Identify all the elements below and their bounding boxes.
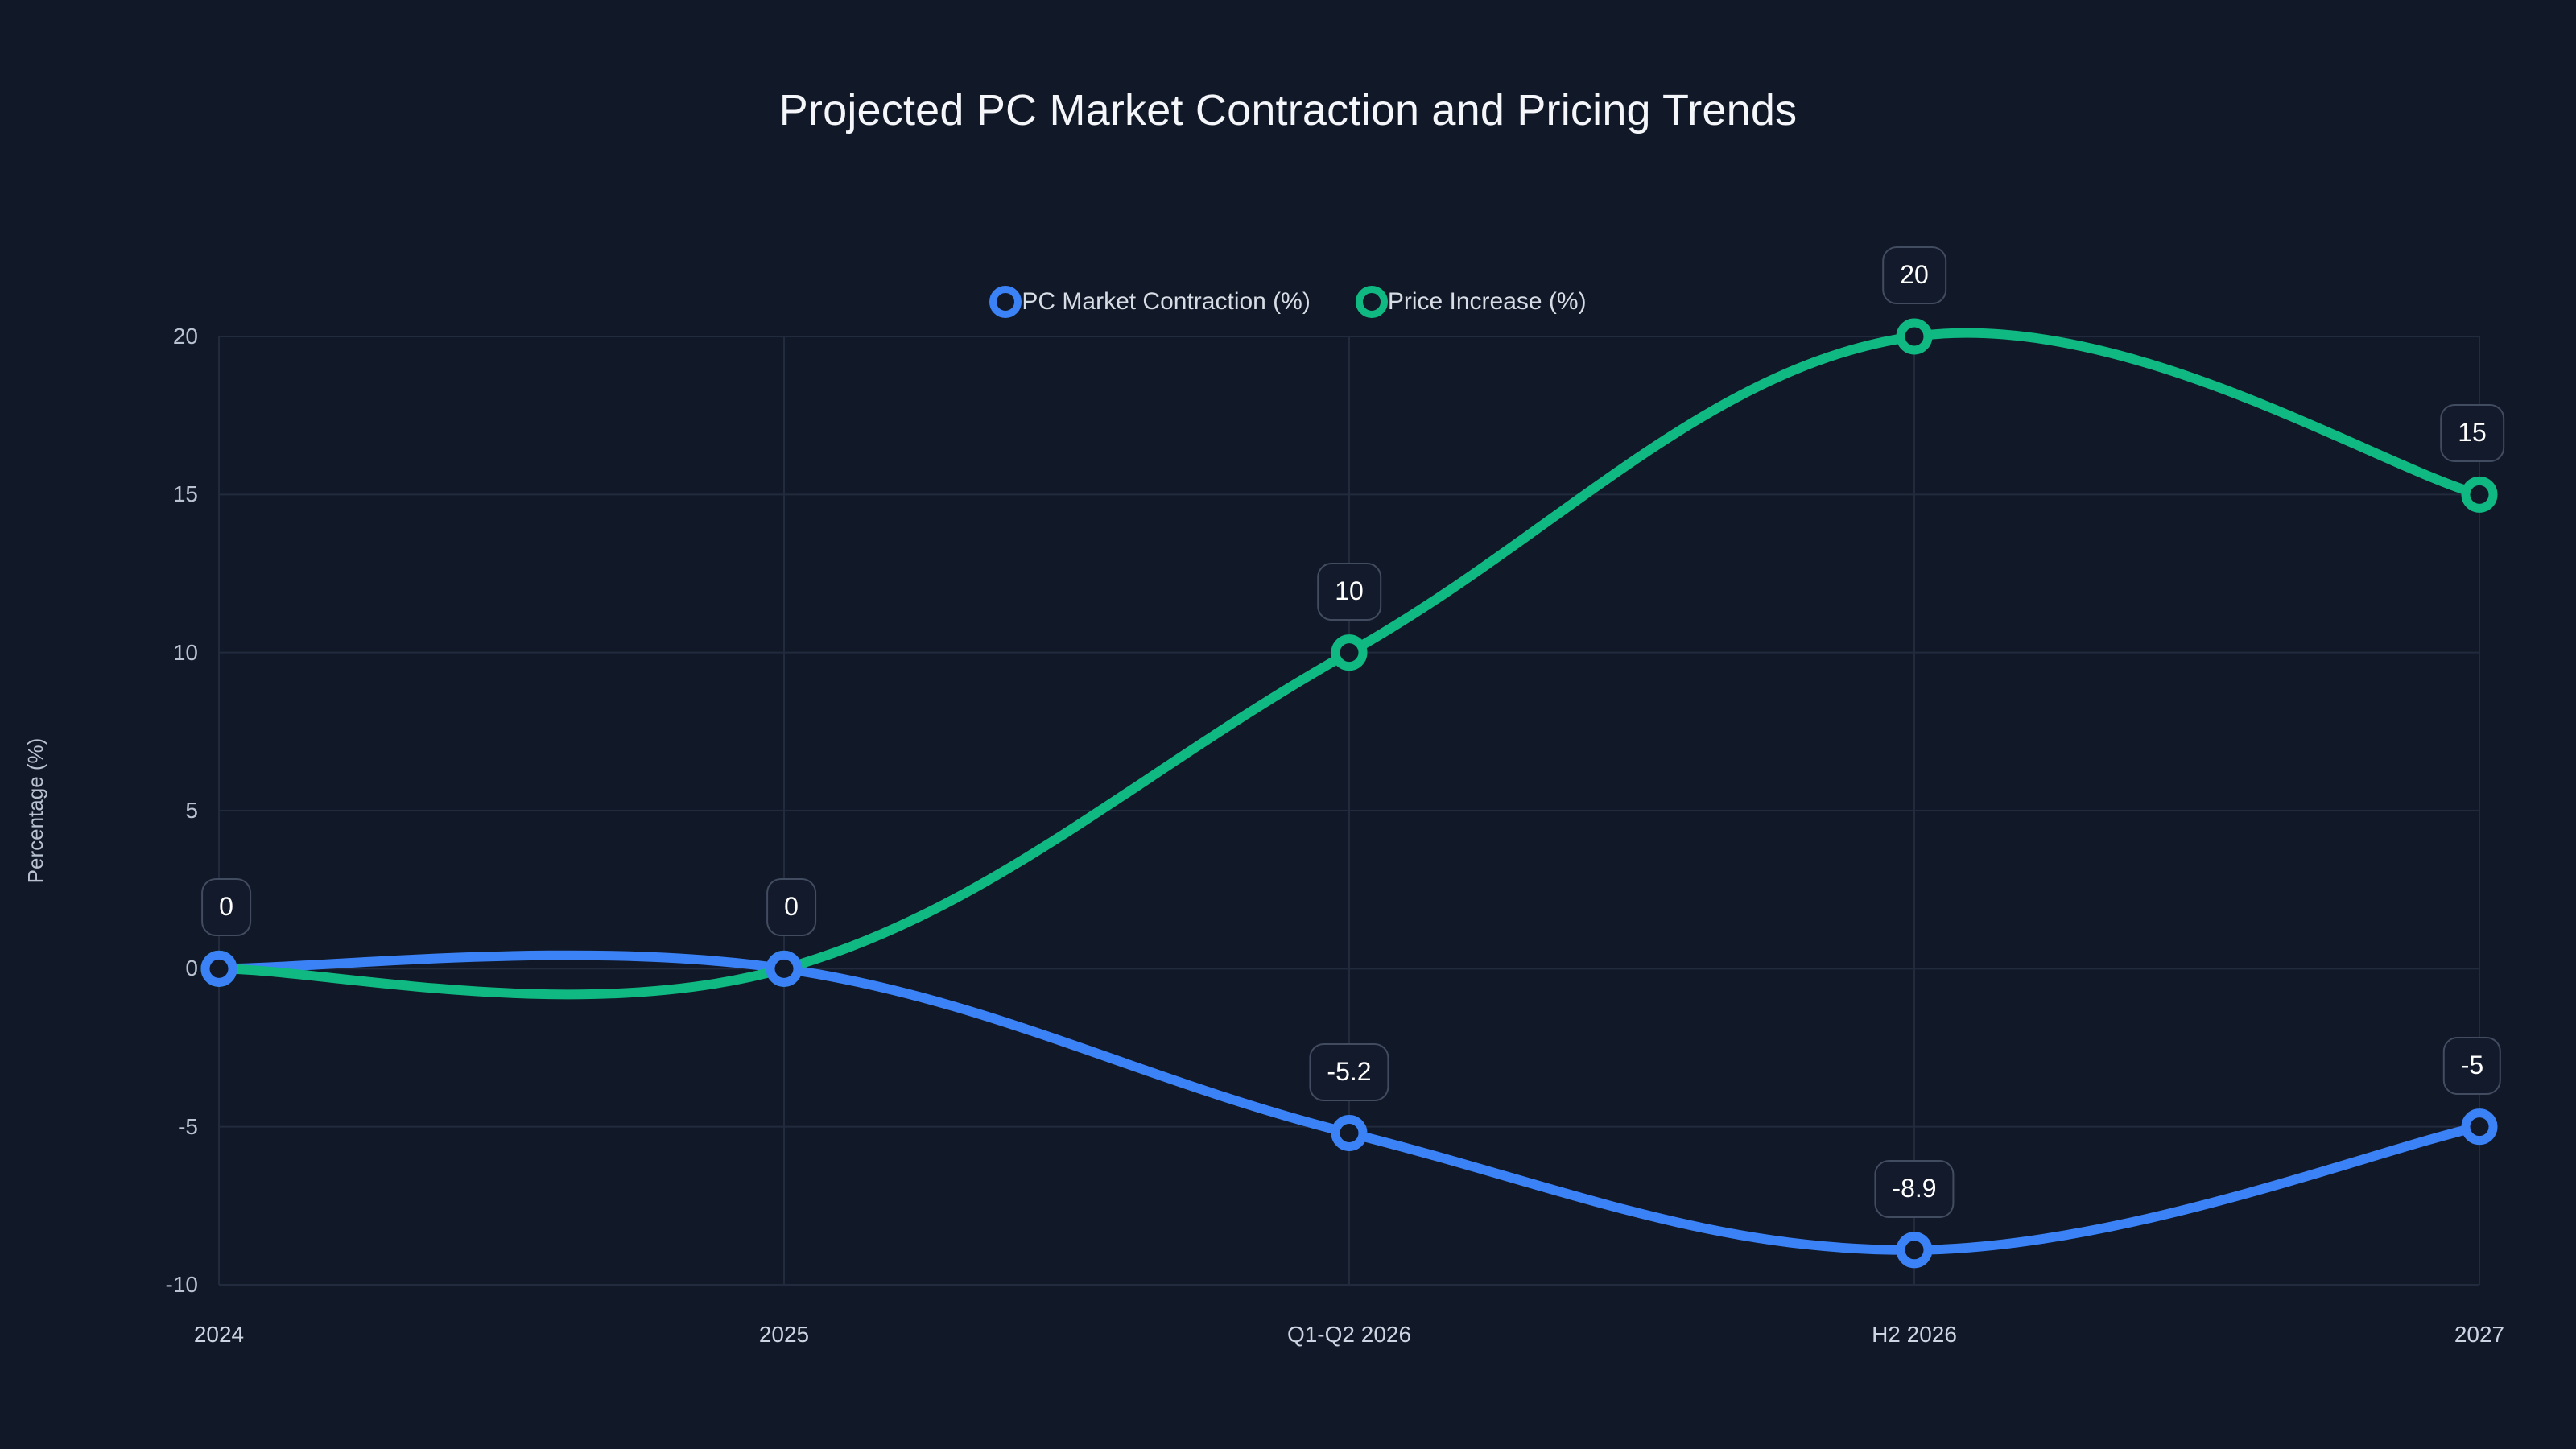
- x-axis-tick-label: H2 2026: [1872, 1322, 1957, 1347]
- data-point-label: 20: [1882, 246, 1946, 304]
- y-axis-tick-label: -5: [178, 1113, 198, 1139]
- ring-marker-icon: [989, 286, 1022, 318]
- data-point-marker[interactable]: [1331, 634, 1368, 671]
- data-point-marker[interactable]: [2461, 1108, 2498, 1146]
- legend-item-pc-market-contraction[interactable]: PC Market Contraction (%): [989, 286, 1311, 318]
- x-axis-tick-label: 2024: [193, 1322, 245, 1347]
- data-point-label: 0: [201, 878, 251, 937]
- x-axis-tick-label: 2025: [758, 1322, 810, 1347]
- data-point-label: -5.2: [1309, 1042, 1389, 1101]
- y-axis-tick-label: 10: [172, 639, 198, 665]
- y-axis-tick-label: 5: [185, 798, 198, 823]
- data-point-label: 0: [766, 878, 816, 937]
- data-point-marker[interactable]: [200, 950, 237, 987]
- data-point-label: 10: [1317, 562, 1381, 621]
- data-point-marker[interactable]: [1331, 1115, 1368, 1152]
- y-axis-tick-label: -10: [165, 1272, 198, 1297]
- y-axis-tick-label: 0: [185, 956, 198, 981]
- legend-item-label: Price Increase (%): [1387, 288, 1587, 315]
- y-axis-tick-label: 20: [172, 324, 198, 349]
- data-point-label: -8.9: [1874, 1159, 1955, 1218]
- data-point-marker[interactable]: [1896, 1232, 1933, 1269]
- series-markers: [200, 318, 2498, 1269]
- data-point-label: -5: [2442, 1036, 2502, 1095]
- legend-item-price-increase[interactable]: Price Increase (%): [1355, 286, 1587, 318]
- ring-marker-icon: [1355, 286, 1388, 318]
- data-point-label: 15: [2440, 404, 2504, 463]
- data-point-marker[interactable]: [766, 950, 803, 987]
- x-axis-tick-label: Q1-Q2 2026: [1286, 1322, 1412, 1347]
- data-point-marker[interactable]: [1896, 318, 1933, 355]
- data-point-marker[interactable]: [2461, 476, 2498, 513]
- legend-item-label: PC Market Contraction (%): [1022, 288, 1311, 315]
- chart-legend: PC Market Contraction (%) Price Increase…: [0, 286, 2576, 318]
- y-axis-tick-label: 15: [172, 481, 198, 507]
- x-axis-tick-label: 2027: [2454, 1322, 2505, 1347]
- chart-title: Projected PC Market Contraction and Pric…: [778, 86, 1798, 134]
